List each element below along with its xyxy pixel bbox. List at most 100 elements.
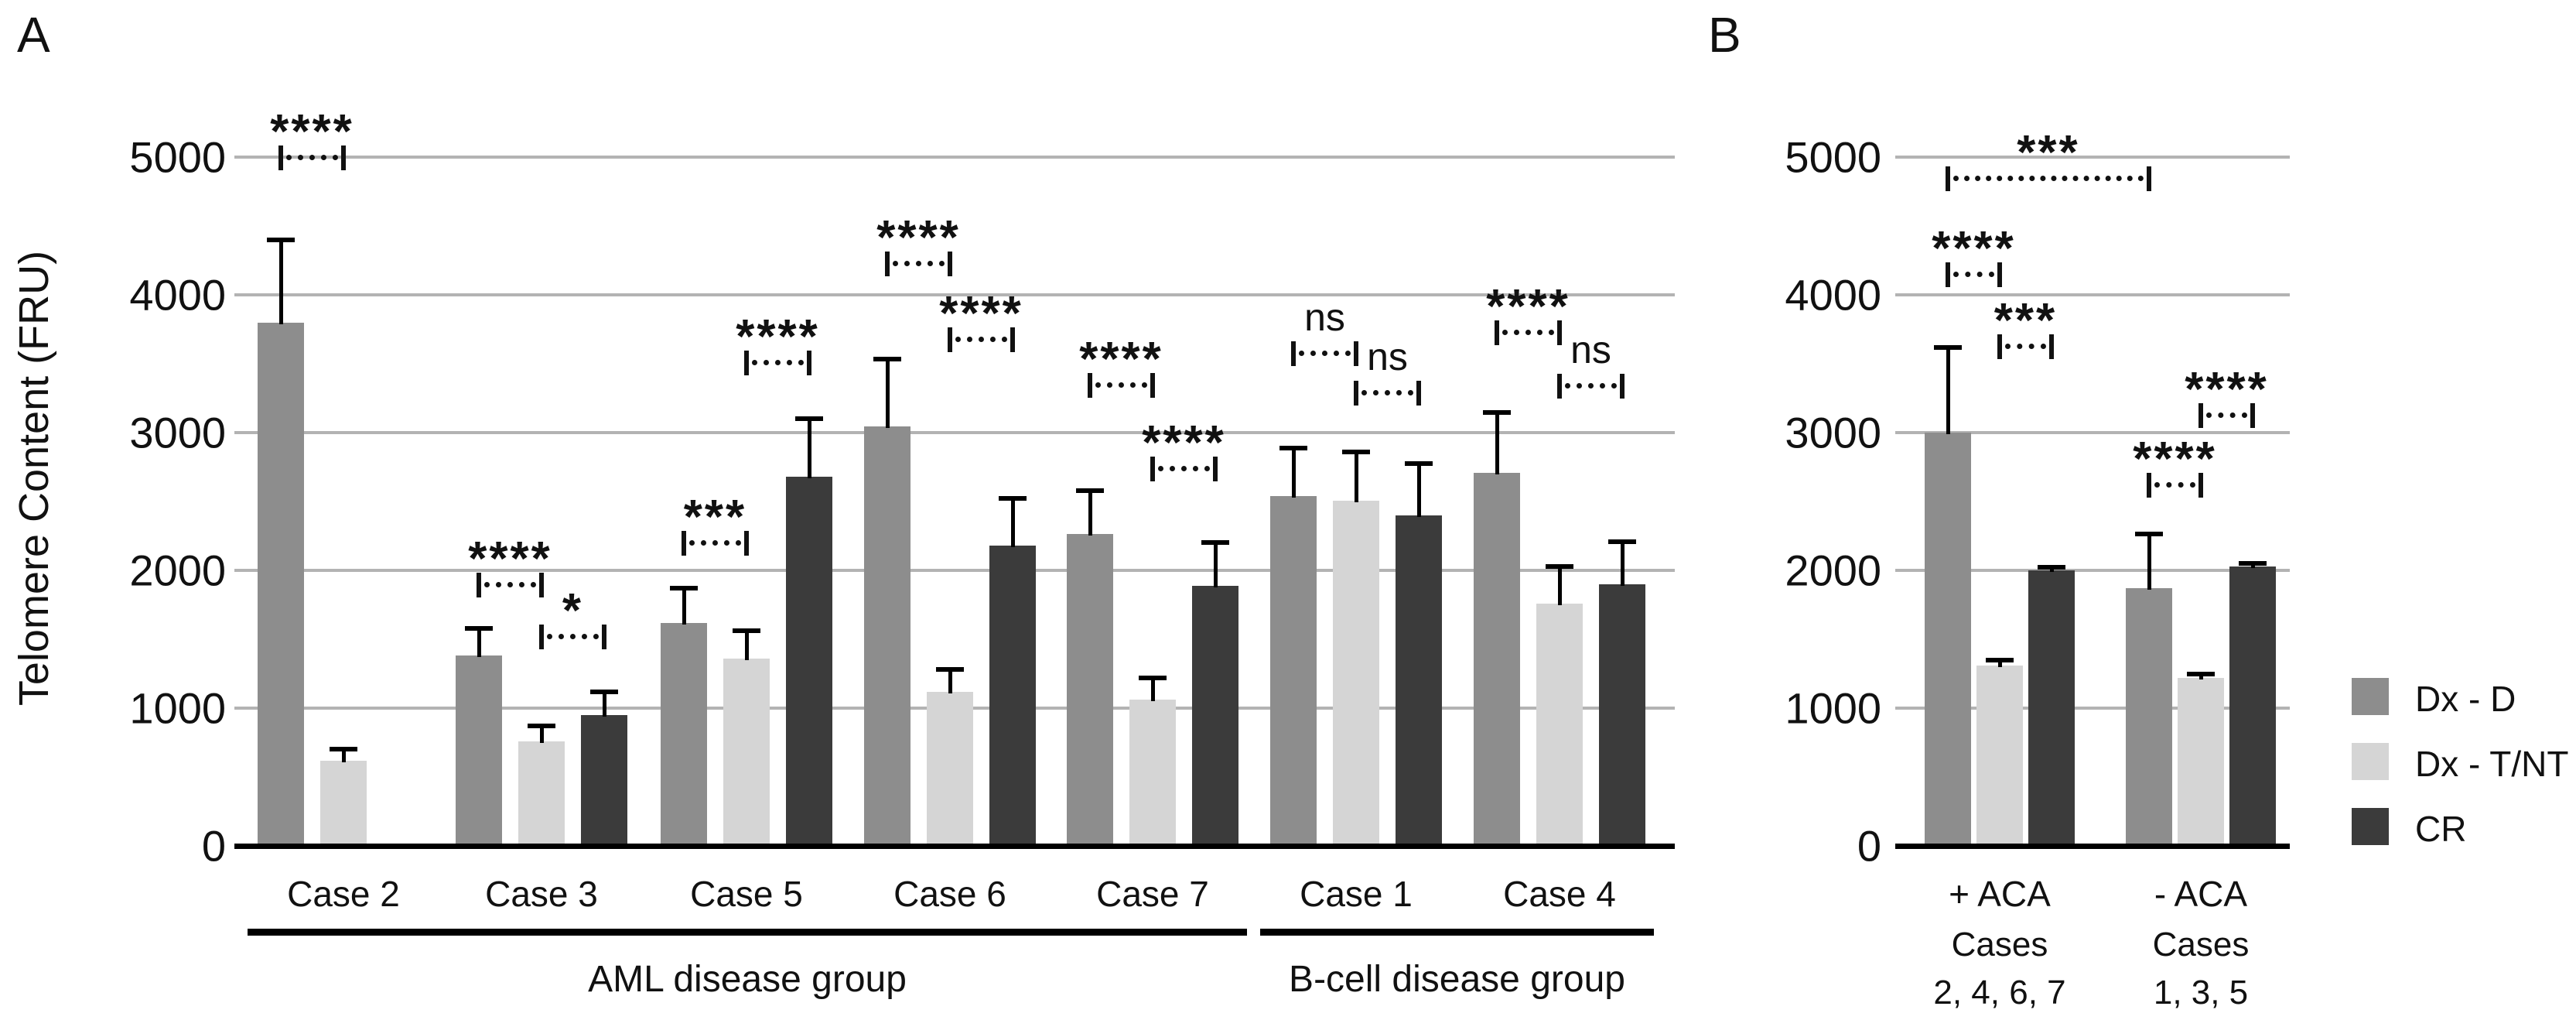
error-cap-case-3-cr	[590, 689, 618, 694]
section-line-aml-disease-group	[248, 929, 1247, 936]
sig-a-10-tick-right	[1416, 381, 1421, 406]
sig-b-3-bracket	[2198, 402, 2255, 428]
sig-b-3-tick-right	[2250, 402, 2255, 428]
sig-b-1-tick-right	[1997, 262, 2002, 288]
ytick-label-a-5000: 5000	[129, 132, 226, 182]
error-bar-case-1-dx-t-nt	[1355, 451, 1358, 503]
bar-case-7-cr	[1192, 585, 1238, 846]
sig-a-11-tick-left	[1495, 320, 1499, 346]
error-cap-case-1-cr	[1405, 461, 1433, 467]
sig-a-3-bracket	[682, 531, 749, 556]
sig-a-9-label: ns	[1304, 295, 1345, 339]
sig-a-4-tick-right	[807, 351, 811, 376]
error-cap-aca-dx-d	[1934, 344, 1962, 350]
bar-aca-cr	[2229, 566, 2276, 846]
sig-a-1-bracket	[477, 572, 544, 597]
error-cap-case-4-dx-t-nt	[1546, 563, 1573, 569]
ytick-label-a-1000: 1000	[129, 683, 226, 733]
bar-aca-dx-t-nt	[2178, 677, 2224, 846]
sig-a-5-dots	[893, 261, 945, 267]
error-cap-case-4-dx-d	[1483, 410, 1511, 416]
bar-case-4-dx-t-nt	[1536, 603, 1583, 846]
bar-aca-dx-d	[1925, 433, 1971, 846]
sig-a-10-bracket	[1354, 381, 1421, 406]
sig-b-4-tick-left	[2147, 472, 2151, 498]
gridline-b-1000	[1895, 707, 2290, 710]
bar-case-2-dx-d	[258, 322, 304, 846]
error-cap-case-6-dx-t-nt	[936, 667, 964, 673]
error-bar-aca-cr	[2050, 566, 2054, 572]
xlabel-case-1: Case 1	[1300, 874, 1413, 914]
error-cap-case-2-dx-d	[267, 237, 295, 242]
x-axis-b	[1895, 844, 2290, 849]
ytick-label-b-0: 0	[1857, 821, 1881, 871]
sig-a-2-tick-left	[539, 625, 544, 650]
error-bar-case-5-dx-t-nt	[745, 631, 749, 660]
error-bar-case-4-dx-t-nt	[1558, 566, 1562, 605]
error-bar-case-3-dx-t-nt	[540, 726, 544, 743]
error-cap-case-1-dx-d	[1279, 445, 1307, 450]
sig-a-11-label: ****	[1486, 280, 1570, 334]
legend-label-cr: CR	[2415, 809, 2467, 849]
sig-a-1-dots	[484, 581, 536, 587]
sig-b-4-tick-right	[2198, 472, 2203, 498]
bar-case-1-dx-t-nt	[1333, 501, 1379, 846]
sig-b-0-dots	[1953, 175, 2144, 181]
sig-a-6-tick-right	[1010, 327, 1015, 352]
sig-a-0-dots	[286, 155, 338, 160]
xsublabel-aca-1: 2, 4, 6, 7	[1933, 974, 2066, 1011]
sig-a-6-dots	[955, 336, 1007, 342]
bar-aca-dx-d	[2126, 588, 2172, 846]
sig-a-12-label: ns	[1570, 328, 1611, 372]
error-cap-case-7-cr	[1201, 540, 1229, 546]
xsublabel-aca-1: 1, 3, 5	[2153, 974, 2249, 1011]
error-bar-case-1-dx-d	[1292, 447, 1296, 498]
ytick-label-b-4000: 4000	[1785, 270, 1881, 320]
bar-case-5-dx-d	[661, 622, 707, 846]
gridline-b-3000	[1895, 431, 2290, 434]
sig-a-0-tick-right	[341, 145, 346, 170]
sig-a-12-bracket	[1557, 374, 1625, 399]
sig-b-1-tick-left	[1946, 262, 1950, 288]
sig-a-2-tick-right	[602, 625, 606, 650]
error-bar-aca-dx-t-nt	[2199, 674, 2203, 679]
sig-b-0-label: ***	[2017, 125, 2080, 180]
sig-a-2-label: *	[562, 584, 584, 638]
sig-a-4-dots	[752, 360, 804, 366]
legend-label-dx-d: Dx - D	[2415, 679, 2516, 719]
sig-a-7-bracket	[1088, 372, 1155, 398]
sig-a-4-tick-left	[744, 351, 749, 376]
xsublabel-aca-0: Cases	[1951, 926, 2048, 964]
sig-b-2-bracket	[1997, 334, 2054, 359]
sig-a-5-label: ****	[876, 211, 961, 265]
sig-a-10-tick-left	[1354, 381, 1358, 406]
error-cap-case-5-dx-t-nt	[733, 628, 760, 634]
error-cap-aca-cr	[2038, 564, 2065, 570]
error-cap-case-3-dx-d	[465, 625, 493, 631]
bar-case-2-dx-t-nt	[320, 760, 367, 846]
sig-a-7-dots	[1095, 382, 1147, 388]
sig-a-11-tick-right	[1557, 320, 1562, 346]
sig-a-12-tick-right	[1620, 374, 1625, 399]
error-bar-aca-dx-d	[1946, 347, 1950, 434]
bar-aca-cr	[2028, 570, 2075, 846]
section-label-aml-disease-group: AML disease group	[588, 959, 907, 1000]
bar-case-3-cr	[581, 714, 627, 846]
sig-a-0-tick-left	[278, 145, 283, 170]
sig-a-2-dots	[547, 634, 599, 640]
bar-case-5-dx-t-nt	[723, 658, 770, 846]
sig-a-4-bracket	[744, 351, 811, 376]
sig-a-3-label: ***	[683, 491, 747, 545]
sig-a-5-tick-right	[948, 252, 952, 277]
gridline-a-2000	[234, 569, 1675, 572]
error-cap-aca-dx-t-nt	[1986, 657, 2014, 662]
sig-a-8-tick-left	[1150, 457, 1155, 482]
sig-b-1-label: ****	[1932, 222, 2016, 276]
sig-a-6-tick-left	[948, 327, 952, 352]
sig-a-3-tick-right	[744, 531, 749, 556]
section-line-b-cell-disease-group	[1260, 929, 1654, 936]
error-bar-aca-dx-t-nt	[1998, 659, 2002, 667]
sig-a-3-tick-left	[682, 531, 686, 556]
legend-label-dx-tnt: Dx - T/NT	[2415, 744, 2569, 784]
